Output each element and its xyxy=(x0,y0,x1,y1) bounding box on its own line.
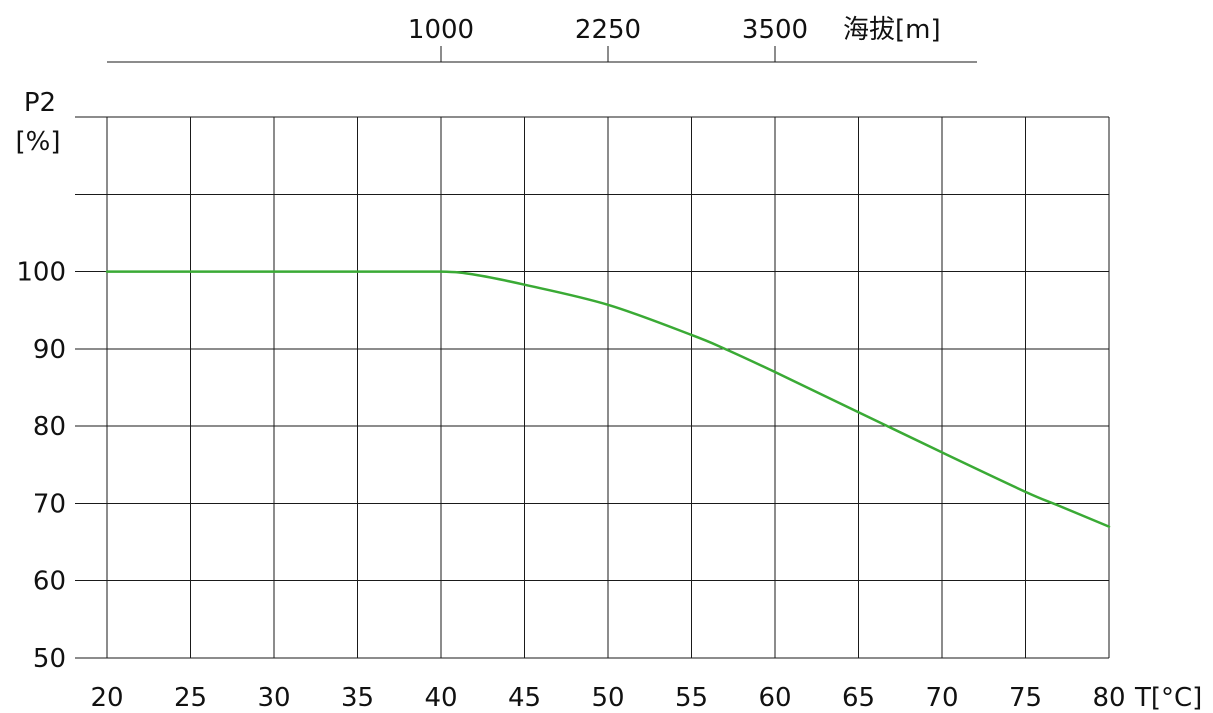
series-group xyxy=(105,270,1111,528)
x-tick-label: 30 xyxy=(257,683,290,713)
y-tick-label: 90 xyxy=(33,335,66,365)
x-tick-label: 40 xyxy=(424,683,457,713)
y-tick-label: 70 xyxy=(33,489,66,519)
x-tick-label: 20 xyxy=(90,683,123,713)
x-tick-label: 25 xyxy=(174,683,207,713)
series-line xyxy=(105,270,1111,528)
x-tick-label: 80 xyxy=(1092,683,1125,713)
x-tick-label: 70 xyxy=(925,683,958,713)
x-tick-labels: 20 25 30 35 40 45 50 55 60 65 70 75 80 xyxy=(90,683,1125,713)
y-axis-title-line2: [%] xyxy=(16,127,61,157)
top-axis-tick-label: 2250 xyxy=(575,15,641,45)
x-tick-label: 75 xyxy=(1009,683,1042,713)
x-tick-label: 55 xyxy=(675,683,708,713)
x-tick-label: 65 xyxy=(842,683,875,713)
y-tick-label: 100 xyxy=(16,258,66,288)
x-tick-label: 45 xyxy=(508,683,541,713)
y-axis-title-line1: P2 xyxy=(24,88,56,118)
y-tick-label: 80 xyxy=(33,412,66,442)
x-tick-label: 35 xyxy=(341,683,374,713)
y-tick-label: 60 xyxy=(33,567,66,597)
x-tick-label: 60 xyxy=(758,683,791,713)
top-axis-tick-label: 3500 xyxy=(742,15,808,45)
x-tick-label: 50 xyxy=(591,683,624,713)
y-tick-labels: 50 60 70 80 90 100 xyxy=(16,258,66,674)
grid xyxy=(75,116,1110,659)
y-tick-label: 50 xyxy=(33,644,66,674)
top-axis: 1000 2250 3500 xyxy=(107,15,977,63)
top-axis-tick-label: 1000 xyxy=(408,15,474,45)
top-axis-title: 海拔[m] xyxy=(843,15,941,45)
x-axis-title: T[°C] xyxy=(1134,683,1202,713)
